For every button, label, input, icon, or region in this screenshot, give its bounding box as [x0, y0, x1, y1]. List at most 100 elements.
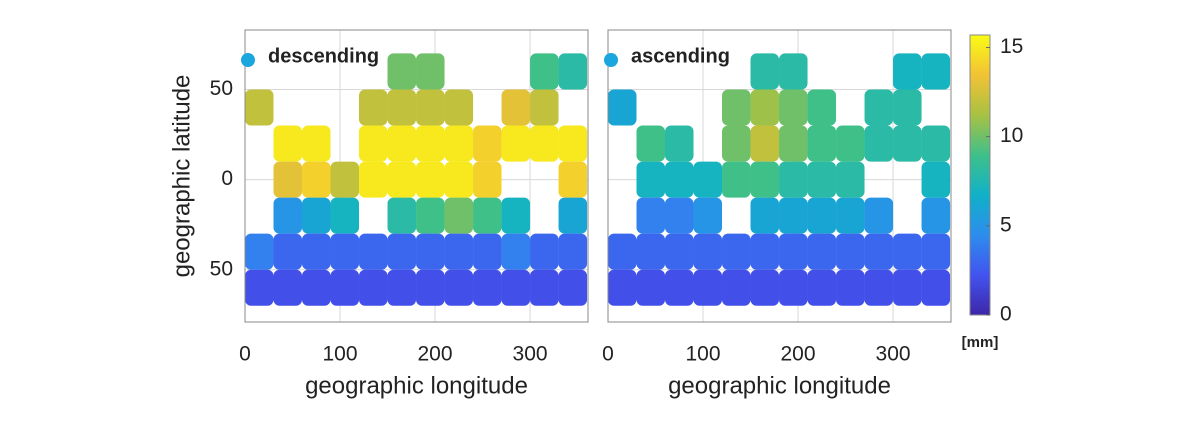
cell	[665, 125, 694, 162]
cell	[501, 89, 531, 126]
colorbar-tick-label: 10	[1000, 124, 1023, 147]
y-tick-label: 50	[210, 77, 233, 100]
cell	[273, 161, 303, 198]
cell	[750, 269, 780, 306]
legend-label: ascending	[631, 45, 730, 67]
cell	[836, 269, 865, 306]
cell	[779, 161, 808, 198]
cell	[558, 197, 588, 234]
cell	[836, 125, 865, 162]
cell	[387, 89, 417, 126]
cell	[558, 269, 588, 306]
cell	[558, 53, 588, 90]
cell	[893, 125, 922, 162]
cell	[864, 89, 894, 126]
cell	[893, 269, 922, 306]
legend-marker	[241, 53, 255, 67]
cell	[416, 161, 445, 198]
cell	[636, 161, 666, 198]
cell	[608, 89, 637, 126]
cell	[245, 233, 274, 270]
cell	[273, 233, 303, 270]
cell	[387, 197, 417, 234]
x-tick-label: 300	[513, 343, 548, 366]
cell	[473, 269, 502, 306]
cell	[444, 233, 474, 270]
cell	[359, 269, 388, 306]
cell	[665, 233, 694, 270]
cell	[416, 89, 445, 126]
cell	[273, 269, 303, 306]
cell	[893, 89, 922, 126]
colorbar-tick-label: 15	[1000, 35, 1023, 58]
cell	[273, 197, 303, 234]
x-axis-label: geographic longitude	[305, 372, 528, 399]
cell	[722, 161, 751, 198]
cell	[665, 161, 694, 198]
cell	[558, 125, 588, 162]
cell	[444, 125, 474, 162]
cell	[473, 197, 502, 234]
cell	[245, 89, 274, 126]
cell	[530, 89, 559, 126]
x-tick-label: 100	[322, 343, 357, 366]
cell	[359, 161, 388, 198]
cell	[864, 233, 894, 270]
cell	[473, 233, 502, 270]
cell	[693, 233, 723, 270]
cell	[779, 53, 808, 90]
cell	[330, 161, 360, 198]
cell	[779, 197, 808, 234]
cell	[387, 53, 417, 90]
cell	[608, 233, 637, 270]
cell	[444, 197, 474, 234]
cell	[359, 125, 388, 162]
cell	[693, 269, 723, 306]
cell	[530, 125, 559, 162]
cell	[722, 125, 751, 162]
colorbar	[969, 34, 991, 316]
cell	[501, 125, 531, 162]
cell	[779, 89, 808, 126]
cell	[836, 161, 865, 198]
cell	[836, 233, 865, 270]
legend-marker	[604, 53, 618, 67]
cell	[387, 269, 417, 306]
cell	[302, 269, 331, 306]
cell	[330, 197, 360, 234]
cell	[416, 197, 445, 234]
colorbar-tick-label: 0	[1000, 303, 1012, 326]
cell	[665, 197, 694, 234]
cell	[807, 197, 837, 234]
cell	[864, 125, 894, 162]
cell	[693, 161, 723, 198]
colorbar-label: [mm]	[962, 334, 999, 351]
cell	[693, 197, 723, 234]
cell	[921, 197, 951, 234]
cell	[387, 161, 417, 198]
cell	[416, 125, 445, 162]
cell	[359, 233, 388, 270]
cell	[750, 89, 780, 126]
cell	[530, 269, 559, 306]
cell	[921, 161, 951, 198]
cell	[836, 197, 865, 234]
cell	[636, 125, 666, 162]
cell	[750, 161, 780, 198]
cell	[416, 269, 445, 306]
cell	[779, 125, 808, 162]
cell	[530, 53, 559, 90]
cell	[501, 233, 531, 270]
cell	[722, 233, 751, 270]
cell	[750, 197, 780, 234]
x-tick-label: 300	[876, 343, 911, 366]
cell	[750, 233, 780, 270]
cell	[921, 125, 951, 162]
cell	[302, 197, 331, 234]
x-tick-label: 0	[602, 343, 614, 366]
plot-frame	[244, 29, 589, 323]
cell	[501, 269, 531, 306]
x-tick-label: 200	[418, 343, 453, 366]
y-tick-label: 50	[210, 257, 233, 280]
